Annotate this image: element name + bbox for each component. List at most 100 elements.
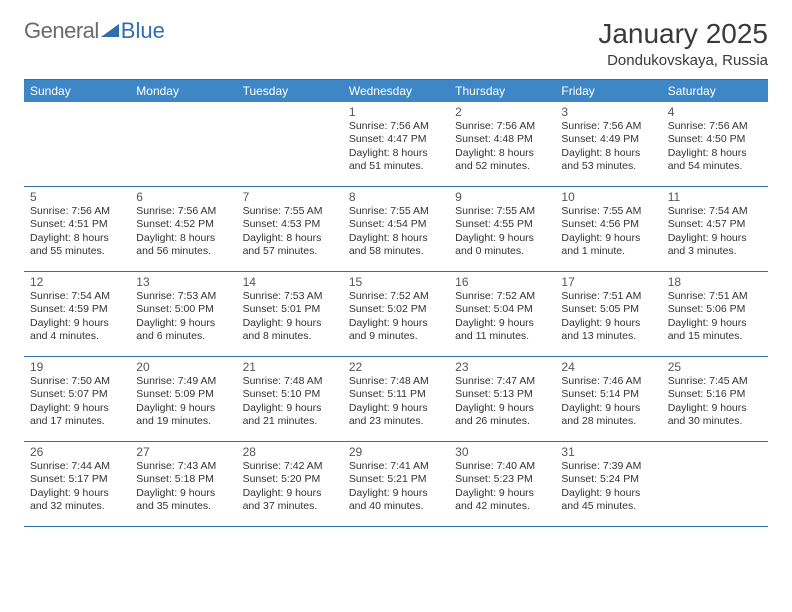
day-number: 5 — [30, 190, 124, 204]
day-number: 7 — [243, 190, 337, 204]
day-cell: 25Sunrise: 7:45 AMSunset: 5:16 PMDayligh… — [662, 357, 768, 441]
day-cell: 29Sunrise: 7:41 AMSunset: 5:21 PMDayligh… — [343, 442, 449, 526]
day-number: 2 — [455, 105, 549, 119]
day-number: 29 — [349, 445, 443, 459]
day-number: 14 — [243, 275, 337, 289]
day-cell: 26Sunrise: 7:44 AMSunset: 5:17 PMDayligh… — [24, 442, 130, 526]
day-info: Sunrise: 7:42 AMSunset: 5:20 PMDaylight:… — [243, 460, 337, 514]
day-cell: 14Sunrise: 7:53 AMSunset: 5:01 PMDayligh… — [237, 272, 343, 356]
day-info: Sunrise: 7:53 AMSunset: 5:01 PMDaylight:… — [243, 290, 337, 344]
day-number: 16 — [455, 275, 549, 289]
day-cell: 10Sunrise: 7:55 AMSunset: 4:56 PMDayligh… — [555, 187, 661, 271]
day-cell: 27Sunrise: 7:43 AMSunset: 5:18 PMDayligh… — [130, 442, 236, 526]
day-info: Sunrise: 7:53 AMSunset: 5:00 PMDaylight:… — [136, 290, 230, 344]
day-cell: 9Sunrise: 7:55 AMSunset: 4:55 PMDaylight… — [449, 187, 555, 271]
day-info: Sunrise: 7:55 AMSunset: 4:54 PMDaylight:… — [349, 205, 443, 259]
day-header-wednesday: Wednesday — [343, 80, 449, 102]
calendar: SundayMondayTuesdayWednesdayThursdayFrid… — [24, 79, 768, 527]
day-cell: 23Sunrise: 7:47 AMSunset: 5:13 PMDayligh… — [449, 357, 555, 441]
day-number: 21 — [243, 360, 337, 374]
day-cell: 1Sunrise: 7:56 AMSunset: 4:47 PMDaylight… — [343, 102, 449, 186]
day-info: Sunrise: 7:56 AMSunset: 4:51 PMDaylight:… — [30, 205, 124, 259]
day-cell: 13Sunrise: 7:53 AMSunset: 5:00 PMDayligh… — [130, 272, 236, 356]
day-number: 6 — [136, 190, 230, 204]
day-number: 1 — [349, 105, 443, 119]
day-cell: 24Sunrise: 7:46 AMSunset: 5:14 PMDayligh… — [555, 357, 661, 441]
day-number: 15 — [349, 275, 443, 289]
day-cell: 4Sunrise: 7:56 AMSunset: 4:50 PMDaylight… — [662, 102, 768, 186]
day-header-friday: Friday — [555, 80, 661, 102]
day-number: 12 — [30, 275, 124, 289]
day-cell: 21Sunrise: 7:48 AMSunset: 5:10 PMDayligh… — [237, 357, 343, 441]
page-subtitle: Dondukovskaya, Russia — [598, 52, 768, 69]
day-header-sunday: Sunday — [24, 80, 130, 102]
week-row: 12Sunrise: 7:54 AMSunset: 4:59 PMDayligh… — [24, 272, 768, 357]
day-cell-blank — [237, 102, 343, 186]
day-info: Sunrise: 7:54 AMSunset: 4:57 PMDaylight:… — [668, 205, 762, 259]
day-info: Sunrise: 7:39 AMSunset: 5:24 PMDaylight:… — [561, 460, 655, 514]
day-info: Sunrise: 7:50 AMSunset: 5:07 PMDaylight:… — [30, 375, 124, 429]
day-info: Sunrise: 7:46 AMSunset: 5:14 PMDaylight:… — [561, 375, 655, 429]
day-info: Sunrise: 7:48 AMSunset: 5:11 PMDaylight:… — [349, 375, 443, 429]
day-number: 28 — [243, 445, 337, 459]
day-number: 30 — [455, 445, 549, 459]
day-cell: 16Sunrise: 7:52 AMSunset: 5:04 PMDayligh… — [449, 272, 555, 356]
day-info: Sunrise: 7:55 AMSunset: 4:56 PMDaylight:… — [561, 205, 655, 259]
day-number: 27 — [136, 445, 230, 459]
logo-triangle-icon — [101, 22, 121, 40]
day-cell: 3Sunrise: 7:56 AMSunset: 4:49 PMDaylight… — [555, 102, 661, 186]
day-cell: 18Sunrise: 7:51 AMSunset: 5:06 PMDayligh… — [662, 272, 768, 356]
day-info: Sunrise: 7:52 AMSunset: 5:04 PMDaylight:… — [455, 290, 549, 344]
day-header-row: SundayMondayTuesdayWednesdayThursdayFrid… — [24, 80, 768, 102]
day-cell: 28Sunrise: 7:42 AMSunset: 5:20 PMDayligh… — [237, 442, 343, 526]
page-header: General Blue January 2025 Dondukovskaya,… — [24, 18, 768, 69]
day-number: 26 — [30, 445, 124, 459]
day-info: Sunrise: 7:55 AMSunset: 4:53 PMDaylight:… — [243, 205, 337, 259]
day-header-saturday: Saturday — [662, 80, 768, 102]
day-cell: 8Sunrise: 7:55 AMSunset: 4:54 PMDaylight… — [343, 187, 449, 271]
day-info: Sunrise: 7:41 AMSunset: 5:21 PMDaylight:… — [349, 460, 443, 514]
day-number: 18 — [668, 275, 762, 289]
day-header-thursday: Thursday — [449, 80, 555, 102]
day-cell: 5Sunrise: 7:56 AMSunset: 4:51 PMDaylight… — [24, 187, 130, 271]
day-info: Sunrise: 7:56 AMSunset: 4:47 PMDaylight:… — [349, 120, 443, 174]
day-cell: 30Sunrise: 7:40 AMSunset: 5:23 PMDayligh… — [449, 442, 555, 526]
day-cell-blank — [662, 442, 768, 526]
day-cell: 17Sunrise: 7:51 AMSunset: 5:05 PMDayligh… — [555, 272, 661, 356]
day-number: 24 — [561, 360, 655, 374]
day-info: Sunrise: 7:54 AMSunset: 4:59 PMDaylight:… — [30, 290, 124, 344]
day-number: 9 — [455, 190, 549, 204]
day-number: 22 — [349, 360, 443, 374]
weeks-container: 1Sunrise: 7:56 AMSunset: 4:47 PMDaylight… — [24, 102, 768, 527]
day-header-tuesday: Tuesday — [237, 80, 343, 102]
day-cell: 6Sunrise: 7:56 AMSunset: 4:52 PMDaylight… — [130, 187, 236, 271]
day-cell: 20Sunrise: 7:49 AMSunset: 5:09 PMDayligh… — [130, 357, 236, 441]
day-info: Sunrise: 7:49 AMSunset: 5:09 PMDaylight:… — [136, 375, 230, 429]
day-info: Sunrise: 7:56 AMSunset: 4:48 PMDaylight:… — [455, 120, 549, 174]
day-cell-blank — [130, 102, 236, 186]
day-number: 19 — [30, 360, 124, 374]
day-info: Sunrise: 7:55 AMSunset: 4:55 PMDaylight:… — [455, 205, 549, 259]
title-block: January 2025 Dondukovskaya, Russia — [598, 18, 768, 69]
day-info: Sunrise: 7:43 AMSunset: 5:18 PMDaylight:… — [136, 460, 230, 514]
day-number: 25 — [668, 360, 762, 374]
week-row: 5Sunrise: 7:56 AMSunset: 4:51 PMDaylight… — [24, 187, 768, 272]
day-number: 17 — [561, 275, 655, 289]
day-cell: 2Sunrise: 7:56 AMSunset: 4:48 PMDaylight… — [449, 102, 555, 186]
week-row: 26Sunrise: 7:44 AMSunset: 5:17 PMDayligh… — [24, 442, 768, 527]
day-number: 10 — [561, 190, 655, 204]
day-info: Sunrise: 7:56 AMSunset: 4:50 PMDaylight:… — [668, 120, 762, 174]
day-info: Sunrise: 7:48 AMSunset: 5:10 PMDaylight:… — [243, 375, 337, 429]
day-info: Sunrise: 7:45 AMSunset: 5:16 PMDaylight:… — [668, 375, 762, 429]
day-info: Sunrise: 7:40 AMSunset: 5:23 PMDaylight:… — [455, 460, 549, 514]
logo: General Blue — [24, 18, 165, 44]
day-header-monday: Monday — [130, 80, 236, 102]
day-number: 11 — [668, 190, 762, 204]
day-cell: 15Sunrise: 7:52 AMSunset: 5:02 PMDayligh… — [343, 272, 449, 356]
day-cell: 22Sunrise: 7:48 AMSunset: 5:11 PMDayligh… — [343, 357, 449, 441]
day-cell: 7Sunrise: 7:55 AMSunset: 4:53 PMDaylight… — [237, 187, 343, 271]
day-info: Sunrise: 7:56 AMSunset: 4:49 PMDaylight:… — [561, 120, 655, 174]
logo-word1: General — [24, 18, 99, 44]
day-info: Sunrise: 7:51 AMSunset: 5:06 PMDaylight:… — [668, 290, 762, 344]
day-number: 23 — [455, 360, 549, 374]
